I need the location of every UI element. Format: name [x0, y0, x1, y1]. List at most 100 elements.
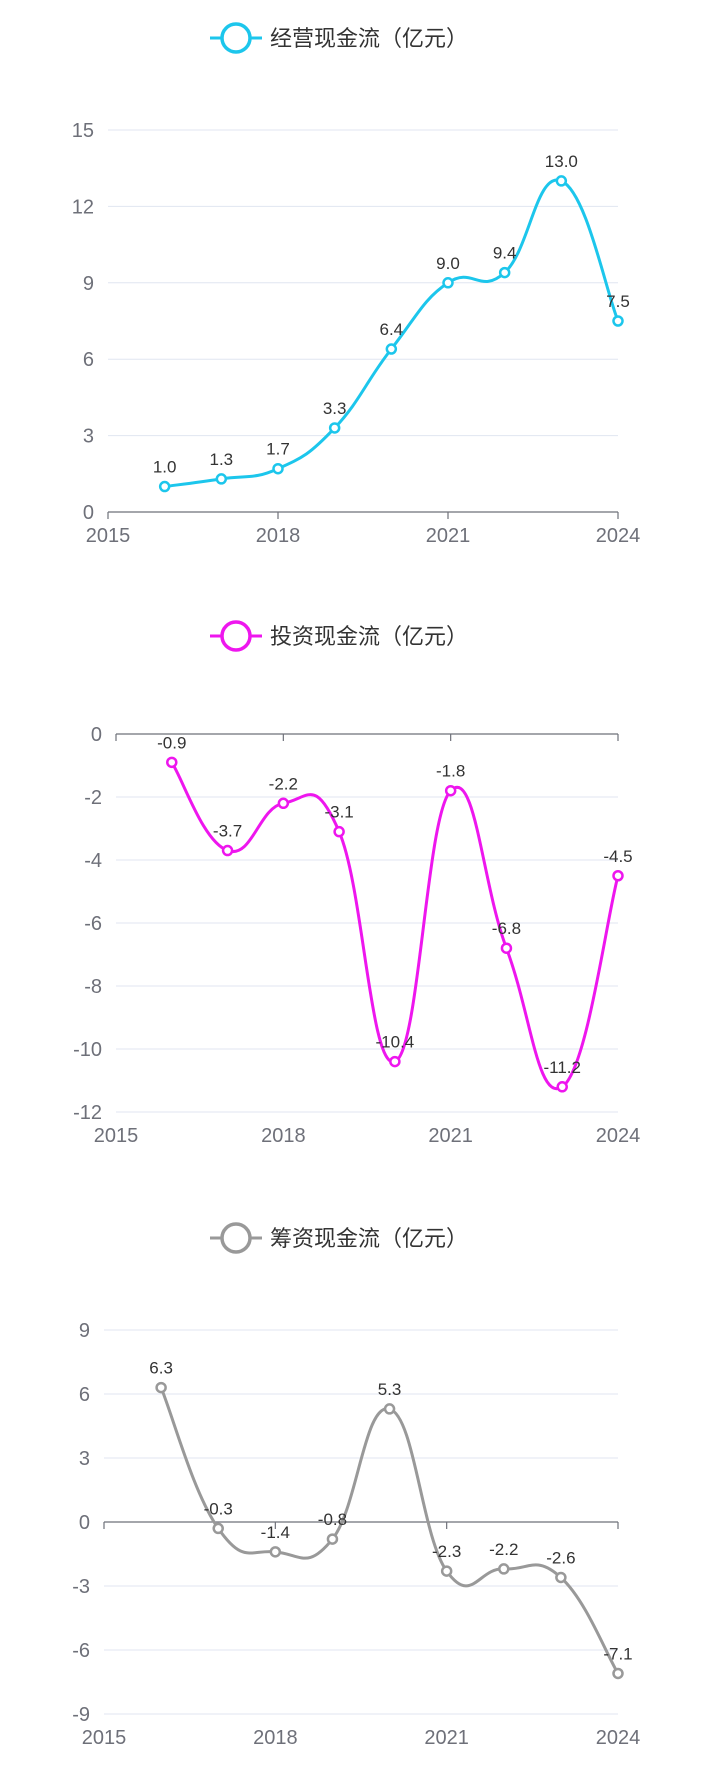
- data-point[interactable]: [612, 315, 624, 327]
- data-point[interactable]: [500, 942, 513, 954]
- data-label: -4.5: [603, 847, 632, 866]
- series-line: [159, 1387, 620, 1675]
- data-point[interactable]: [444, 784, 457, 797]
- legend-marker-icon: [220, 620, 252, 652]
- data-point[interactable]: [212, 1522, 224, 1535]
- data-label: -2.6: [546, 1548, 575, 1567]
- data-label: 13.0: [545, 152, 578, 171]
- data-label: 5.3: [378, 1380, 402, 1399]
- data-point[interactable]: [221, 844, 234, 857]
- data-label: 6.3: [149, 1359, 173, 1378]
- y-tick-label: 9: [83, 273, 94, 295]
- x-tick-label: 2024: [596, 525, 641, 547]
- data-point[interactable]: [215, 473, 228, 485]
- x-tick-label: 2015: [94, 1125, 139, 1147]
- data-point[interactable]: [555, 175, 568, 187]
- data-point[interactable]: [385, 343, 398, 355]
- chart-investing-cash-flow: 投资现金流（亿元） -12 -10 -8 -6 -4 -2 0 2015 2018 2021 2024…: [73, 620, 641, 1147]
- x-tick-label: 2021: [424, 1727, 469, 1749]
- chart-panel-operating-cash-flow: 经营现金流（亿元） 0 3 6 9 12 15 2015 2018 2021 2024 1.0 1.3 1…: [0, 0, 708, 590]
- data-label: -0.3: [204, 1499, 233, 1518]
- y-tick-label: 0: [79, 1512, 90, 1534]
- data-label: 1.7: [266, 440, 290, 459]
- legend-label: 经营现金流（亿元）: [270, 27, 468, 52]
- data-label: -2.3: [432, 1542, 461, 1561]
- y-tick-label: -4: [84, 850, 102, 872]
- data-label: -1.4: [261, 1523, 290, 1542]
- chart-financing-cash-flow: 筹资现金流（亿元） -9 -6 -3 0 3 6 9 2015 2018 2021 2024 6.3 -0…: [72, 1222, 641, 1749]
- y-tick-label: 12: [72, 196, 94, 218]
- chart-operating-cash-flow: 经营现金流（亿元） 0 3 6 9 12 15 2015 2018 2021 2024 1.0 1.3 1…: [72, 22, 641, 547]
- data-label: -11.2: [543, 1058, 581, 1077]
- data-label: 9.0: [436, 254, 460, 273]
- data-point[interactable]: [556, 1081, 568, 1093]
- legend-investing[interactable]: 投资现金流（亿元）: [210, 620, 468, 652]
- data-label: 1.0: [153, 458, 177, 477]
- data-point[interactable]: [498, 1563, 510, 1575]
- legend-financing[interactable]: 筹资现金流（亿元）: [210, 1222, 468, 1254]
- y-tick-label: -10: [73, 1039, 102, 1061]
- data-label: -0.8: [318, 1510, 347, 1529]
- y-tick-label: -9: [72, 1704, 90, 1726]
- legend-label: 筹资现金流（亿元）: [270, 1227, 468, 1252]
- data-point[interactable]: [383, 1403, 396, 1415]
- y-tick-label: 3: [79, 1448, 90, 1470]
- data-label: -2.2: [269, 774, 298, 793]
- y-tick-label: -3: [72, 1576, 90, 1598]
- data-label: 6.4: [380, 320, 404, 339]
- data-label: 9.4: [493, 244, 517, 263]
- data-point[interactable]: [612, 870, 624, 882]
- chart-panel-investing-cash-flow: 投资现金流（亿元） -12 -10 -8 -6 -4 -2 0 2015 2018 2021 2024…: [0, 598, 708, 1188]
- legend-label: 投资现金流（亿元）: [270, 625, 468, 650]
- data-point[interactable]: [389, 1055, 401, 1068]
- legend-marker-icon: [220, 22, 252, 54]
- data-point[interactable]: [326, 1533, 339, 1545]
- y-tick-label: 15: [72, 120, 94, 142]
- data-point[interactable]: [166, 756, 178, 769]
- data-label: 7.5: [606, 292, 630, 311]
- chart-panel-financing-cash-flow: 筹资现金流（亿元） -9 -6 -3 0 3 6 9 2015 2018 2021 2024 6.3 -0…: [0, 1196, 708, 1786]
- data-label: -2.2: [489, 1540, 518, 1559]
- x-tick-label: 2018: [253, 1727, 298, 1749]
- legend-marker-icon: [220, 1222, 252, 1254]
- x-tick-label: 2024: [596, 1727, 641, 1749]
- data-label: -3.7: [213, 822, 242, 841]
- y-tick-label: 9: [79, 1320, 90, 1342]
- y-tick-label: -6: [72, 1640, 90, 1662]
- y-tick-label: 0: [91, 724, 102, 746]
- y-tick-label: 0: [83, 502, 94, 524]
- y-tick-label: 3: [83, 426, 94, 448]
- data-point[interactable]: [612, 1667, 624, 1680]
- x-tick-label: 2015: [86, 525, 131, 547]
- y-tick-label: 6: [79, 1384, 90, 1406]
- legend-operating[interactable]: 经营现金流（亿元）: [210, 22, 468, 54]
- data-point[interactable]: [155, 1381, 167, 1394]
- x-tick-label: 2021: [426, 525, 471, 547]
- data-label: -6.8: [492, 919, 521, 938]
- data-point[interactable]: [158, 480, 171, 493]
- data-label: 1.3: [210, 450, 234, 469]
- data-point[interactable]: [277, 797, 290, 810]
- x-tick-label: 2018: [261, 1125, 306, 1147]
- data-point[interactable]: [442, 277, 454, 289]
- y-tick-label: -2: [84, 787, 102, 809]
- x-tick-label: 2015: [82, 1727, 127, 1749]
- x-tick-label: 2018: [256, 525, 301, 547]
- data-label: -0.9: [157, 733, 186, 752]
- data-point[interactable]: [555, 1571, 567, 1584]
- y-tick-label: -8: [84, 976, 102, 998]
- data-point[interactable]: [498, 266, 511, 279]
- data-point[interactable]: [328, 422, 341, 434]
- y-tick-label: -6: [84, 913, 102, 935]
- data-label: -7.1: [603, 1644, 632, 1663]
- x-tick-label: 2024: [596, 1125, 641, 1147]
- data-point[interactable]: [333, 825, 345, 838]
- data-point[interactable]: [440, 1565, 453, 1577]
- data-label: -1.8: [436, 762, 465, 781]
- data-point[interactable]: [272, 462, 284, 475]
- y-tick-label: -12: [73, 1102, 102, 1124]
- y-tick-label: 6: [83, 349, 94, 371]
- data-point[interactable]: [269, 1546, 282, 1558]
- data-label: 3.3: [323, 399, 347, 418]
- x-tick-label: 2021: [428, 1125, 473, 1147]
